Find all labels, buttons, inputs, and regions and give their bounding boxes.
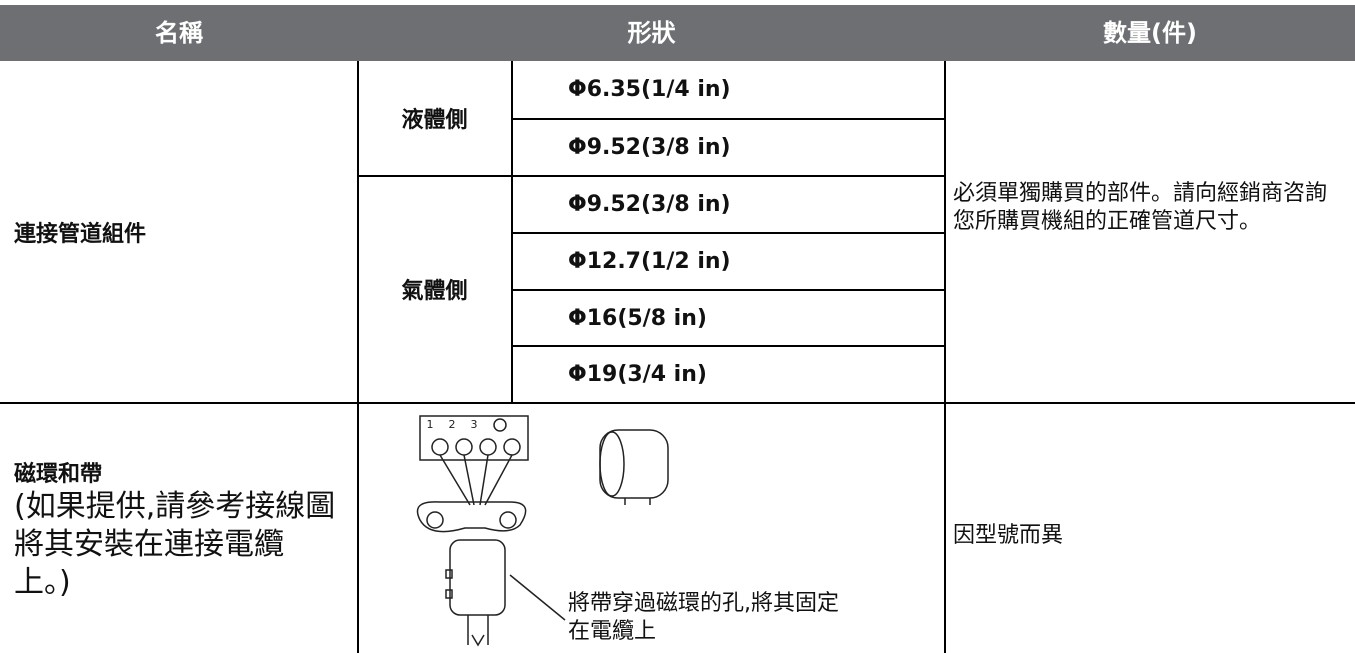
terminal-label: 1 [427, 418, 434, 431]
terminal-label: 3 [471, 418, 478, 431]
clip [445, 569, 453, 579]
pipe-size: Φ6.35(1/4 in) [568, 77, 731, 102]
terminal-block [419, 415, 529, 461]
ferrite-core [449, 539, 506, 616]
ferrite-figure: 1 2 3 [416, 415, 669, 647]
pipe-size: Φ16(5/8 in) [568, 305, 707, 331]
clip [445, 589, 453, 599]
item-name: 連接管道組件 [14, 221, 147, 247]
rule [358, 175, 944, 177]
ring-tabs [624, 498, 651, 505]
item-note: (如果提供,請參考接線圖將其安裝在連接電纜上。) [14, 489, 336, 600]
header-cell: 名稱 [155, 19, 203, 47]
rule [512, 118, 944, 120]
ground-symbol [493, 418, 507, 432]
header-cell: 數量(件) [1103, 19, 1197, 47]
rule [944, 61, 946, 653]
screw [431, 438, 449, 456]
ferrite-ring [599, 429, 669, 499]
leader-line [509, 574, 566, 621]
wires [439, 454, 513, 506]
quantity-text: 因型號而異 [953, 523, 1064, 548]
item-name: 磁環和帶 [14, 462, 103, 487]
side-label: 氣體側 [401, 279, 468, 304]
pipe-size: Φ9.52(3/8 in) [568, 192, 731, 217]
side-label: 液體側 [401, 108, 468, 133]
rule [357, 61, 359, 653]
terminal-label: 2 [449, 418, 456, 431]
quantity-text: 必須單獨購買的部件。請向經銷商咨詢您所購買機組的正確管道尺寸。 [953, 181, 1328, 234]
rule [512, 345, 944, 347]
screw [455, 438, 473, 456]
pipe-size: Φ12.7(1/2 in) [568, 249, 731, 274]
pipe-size: Φ9.52(3/8 in) [568, 135, 731, 160]
screw [479, 438, 497, 456]
band-plate [416, 501, 527, 533]
header-cell: 形狀 [627, 19, 676, 47]
screw [503, 438, 521, 456]
figure-caption: 將帶穿過磁環的孔,將其固定在電纜上 [568, 591, 839, 644]
ferrite-ring [599, 431, 625, 497]
screw [426, 511, 444, 529]
header-bar [0, 5, 1355, 61]
rule [0, 402, 1355, 404]
cable [467, 615, 489, 647]
rule [512, 289, 944, 291]
rule [512, 232, 944, 234]
pipe-size: Φ19(3/4 in) [568, 361, 707, 387]
screw [499, 511, 517, 529]
